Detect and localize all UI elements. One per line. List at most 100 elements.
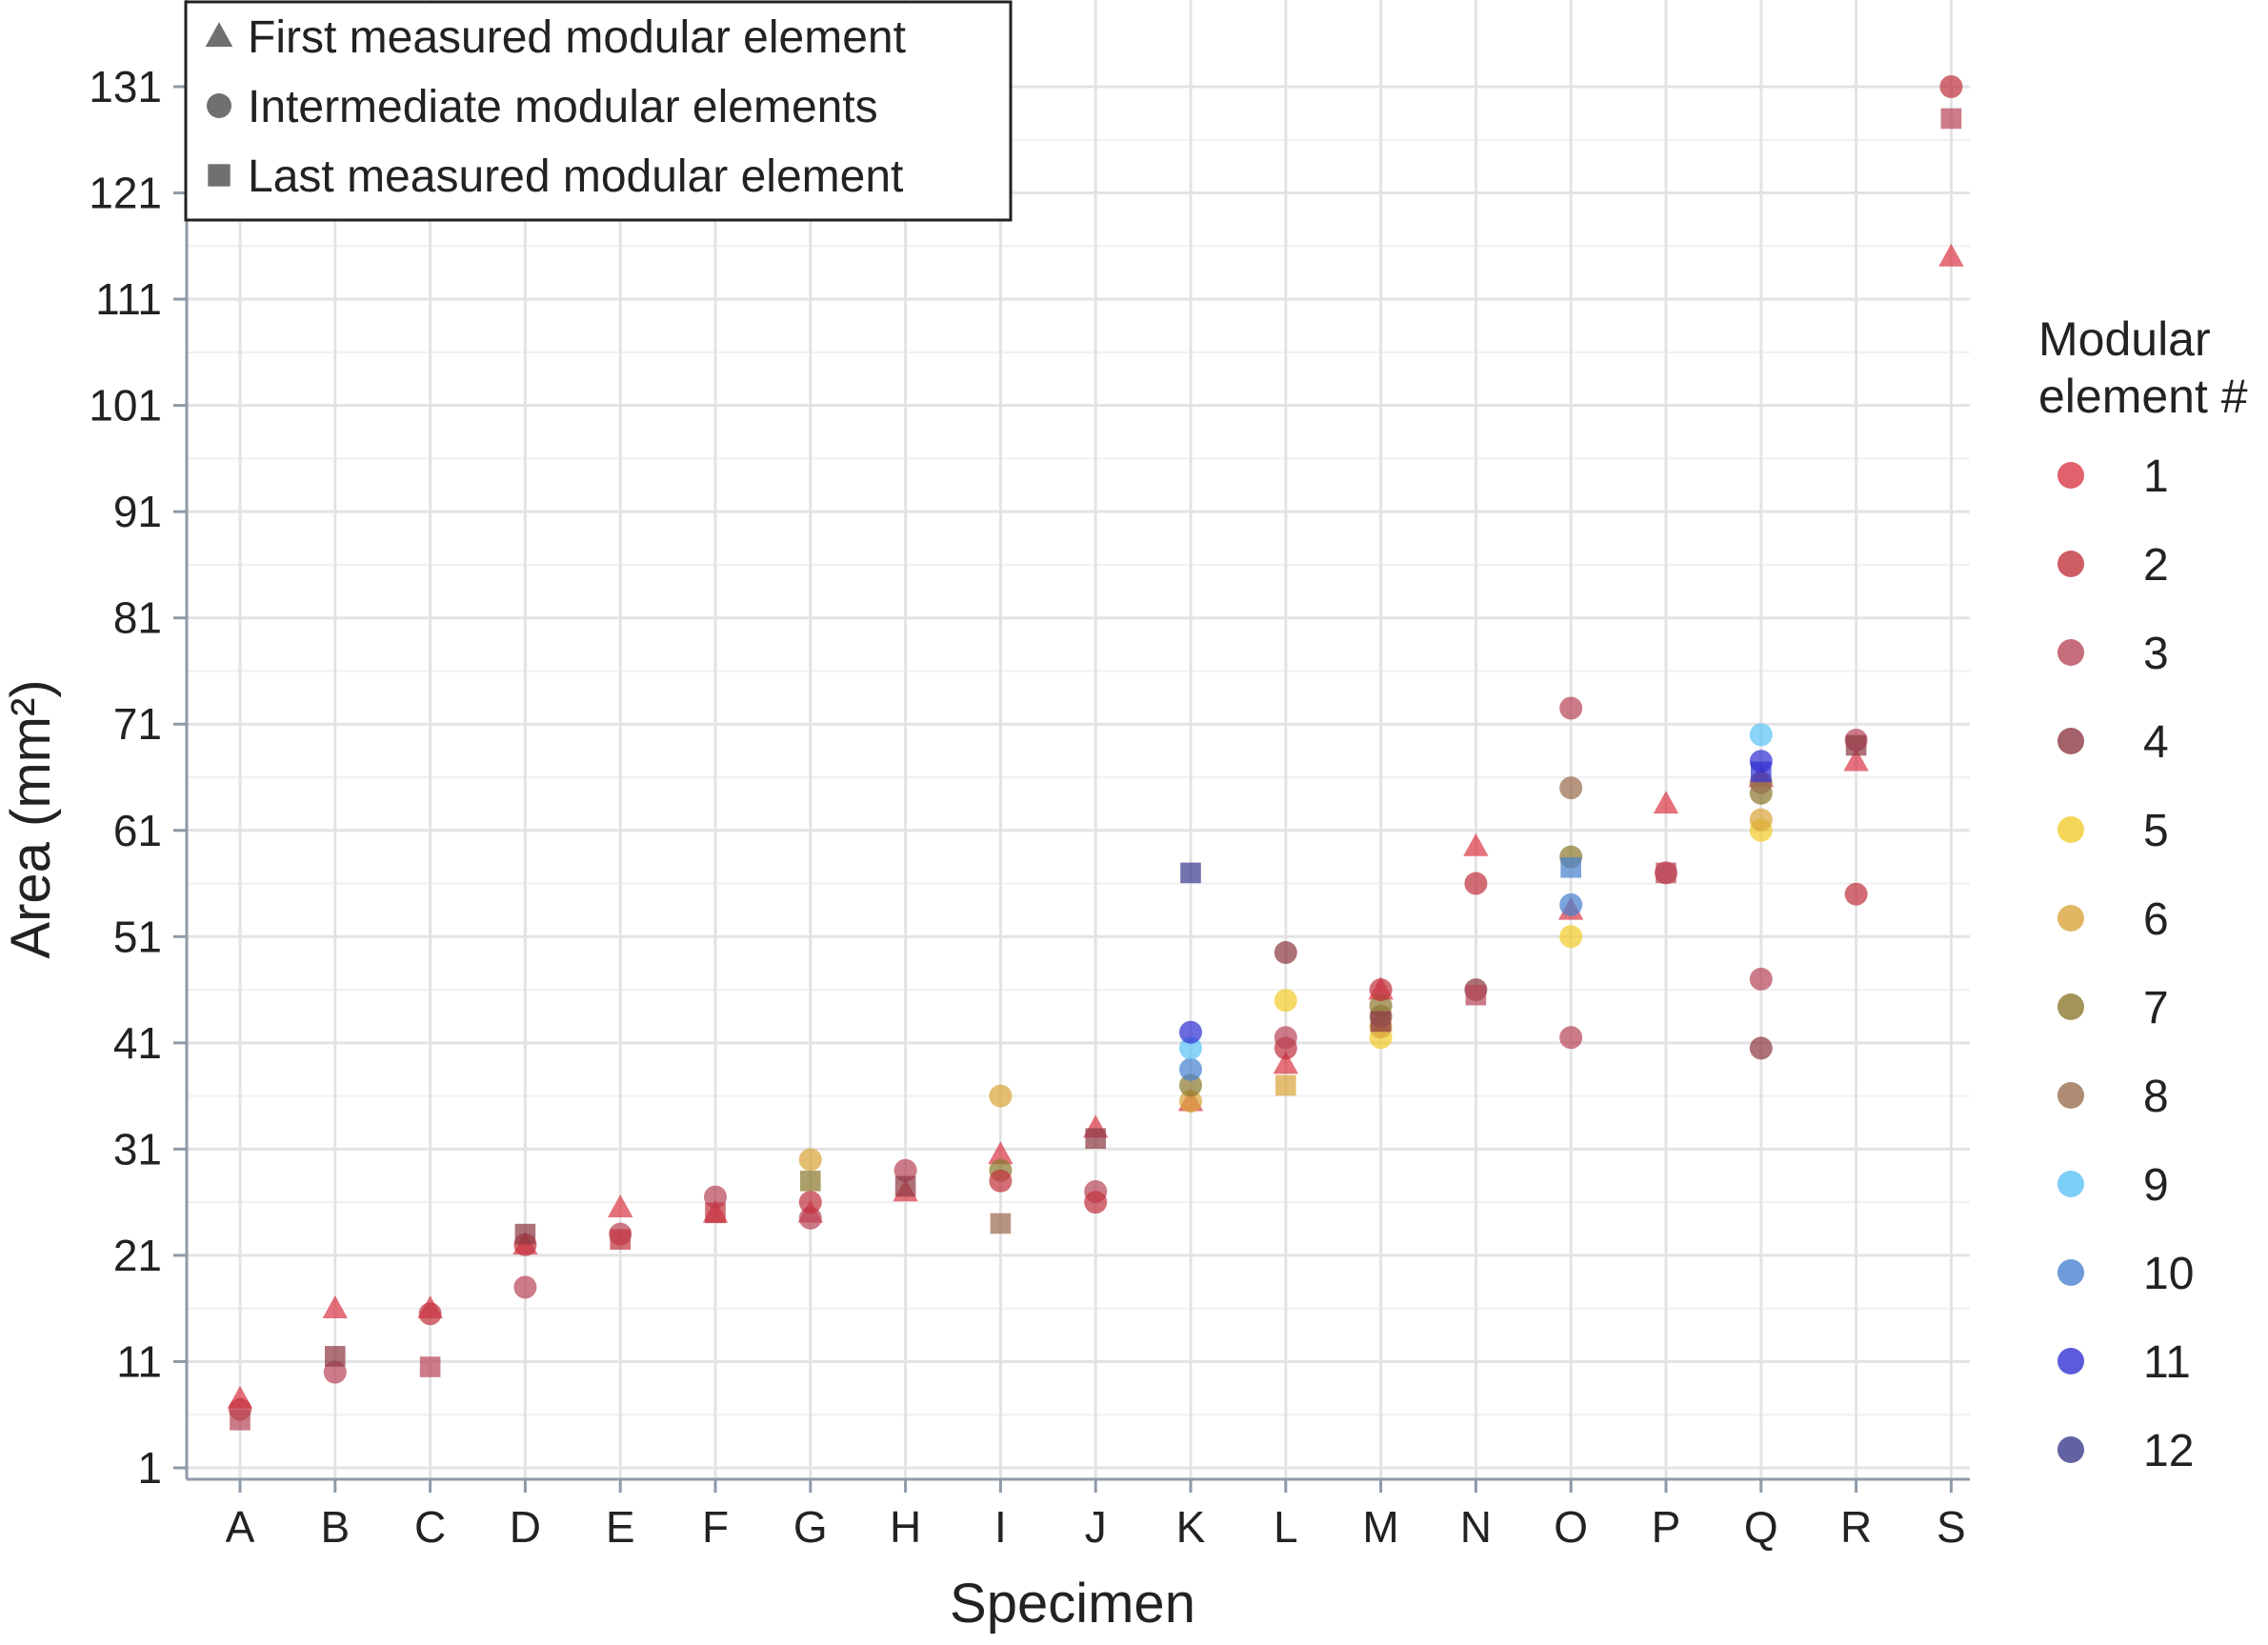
data-point: [988, 1141, 1014, 1165]
x-tick-label: P: [1652, 1502, 1681, 1552]
x-tick-label: E: [606, 1502, 635, 1552]
color-legend-label: 11: [2143, 1337, 2191, 1388]
data-point: [1179, 1057, 1202, 1081]
color-legend-label: 5: [2143, 806, 2169, 856]
data-point: [1369, 978, 1393, 1002]
color-legend-swatch: [2057, 1436, 2084, 1463]
y-tick-label: 41: [113, 1018, 162, 1068]
legend-triangle-icon: [205, 22, 233, 48]
data-point: [1845, 734, 1867, 756]
axes: [185, 0, 1970, 1481]
y-tick-label: 91: [113, 487, 162, 536]
x-tick-label: J: [1085, 1502, 1107, 1552]
data-point: [798, 1206, 822, 1230]
data-point: [1464, 872, 1488, 895]
color-legend-swatch: [2057, 993, 2084, 1020]
x-tick-label: O: [1554, 1502, 1588, 1552]
data-point: [514, 1223, 536, 1245]
color-legend-swatch: [2057, 1259, 2084, 1286]
data-point: [1179, 1073, 1202, 1097]
x-tick-label: H: [890, 1502, 921, 1552]
legend-square-icon: [208, 164, 231, 187]
color-legend-swatch: [2057, 905, 2084, 932]
x-tick-label: L: [1274, 1502, 1298, 1552]
y-tick-label: 111: [95, 274, 162, 324]
data-point: [610, 1229, 631, 1250]
y-tick-label: 81: [113, 593, 162, 643]
x-tick-label: A: [226, 1502, 255, 1552]
color-legend-label: 8: [2143, 1072, 2169, 1122]
color-legend-label: 1: [2143, 451, 2169, 502]
x-tick-label: F: [702, 1502, 729, 1552]
legend-circle-icon: [207, 93, 231, 118]
data-point: [705, 1202, 726, 1224]
data-point: [1560, 857, 1581, 878]
color-legend-swatch: [2057, 1348, 2084, 1374]
data-point: [325, 1346, 346, 1367]
data-point: [1273, 1051, 1298, 1074]
color-legend-swatch: [2057, 1171, 2084, 1197]
x-tick-label: S: [1937, 1502, 1966, 1552]
data-point: [419, 1356, 441, 1377]
data-point: [1559, 776, 1583, 800]
color-legend-label: 7: [2143, 983, 2169, 1033]
x-tick-label: R: [1840, 1502, 1872, 1552]
data-point: [1938, 243, 1964, 267]
color-legend-swatch: [2057, 728, 2084, 754]
data-point: [1559, 1026, 1583, 1050]
shape-legend-box: [184, 0, 1013, 222]
y-tick-label: 131: [89, 62, 162, 111]
x-tick-label: N: [1460, 1502, 1492, 1552]
data-point: [608, 1194, 633, 1217]
data-point: [1180, 862, 1201, 884]
color-legend-swatch: [2057, 816, 2084, 843]
color-legend-swatch: [2057, 551, 2084, 577]
color-legend-swatch: [2057, 462, 2084, 489]
data-point: [1085, 1128, 1106, 1150]
data-point: [513, 1275, 537, 1299]
x-tick-label: C: [414, 1502, 446, 1552]
data-point: [1749, 1036, 1773, 1060]
data-point: [230, 1410, 251, 1431]
y-tick-label: 31: [113, 1124, 162, 1174]
y-axis-title: Area (mm²): [0, 679, 62, 958]
x-ticks: A B C D E F G H I J K L M N O P Q R S: [226, 1479, 1966, 1552]
data-point: [1275, 1074, 1296, 1096]
data-point: [418, 1302, 442, 1326]
data-point: [989, 1169, 1013, 1193]
x-tick-label: B: [320, 1502, 350, 1552]
x-tick-label: Q: [1744, 1502, 1778, 1552]
y-tick-label: 51: [113, 912, 162, 961]
y-tick-label: 101: [89, 381, 162, 431]
data-point: [1939, 75, 1963, 98]
shape-legend-label: Intermediate modular elements: [248, 82, 878, 132]
color-legend-label: 12: [2143, 1426, 2194, 1476]
data-point: [1179, 1020, 1202, 1044]
shape-legend-label: First measured modular element: [248, 12, 906, 63]
color-legend-label: 6: [2143, 894, 2169, 945]
x-tick-label: G: [793, 1502, 828, 1552]
y-tick-label: 71: [113, 699, 162, 749]
y-tick-label: 21: [113, 1231, 162, 1280]
data-point: [1274, 989, 1297, 1013]
data-point: [1749, 723, 1773, 747]
data-point: [1656, 862, 1676, 884]
color-legend-swatch: [2057, 639, 2084, 666]
data-point: [1559, 893, 1583, 916]
data-point: [1751, 761, 1772, 783]
data-point: [798, 1148, 822, 1172]
data-point: [1465, 984, 1487, 1006]
x-axis-title: Specimen: [950, 1573, 1195, 1635]
data-point: [800, 1171, 821, 1192]
data-points: [227, 75, 1964, 1431]
data-point: [1274, 941, 1297, 965]
color-legend-swatch: [2057, 1082, 2084, 1109]
color-legend-title: element #: [2038, 370, 2248, 423]
data-point: [989, 1084, 1013, 1108]
data-point: [1274, 1026, 1297, 1050]
